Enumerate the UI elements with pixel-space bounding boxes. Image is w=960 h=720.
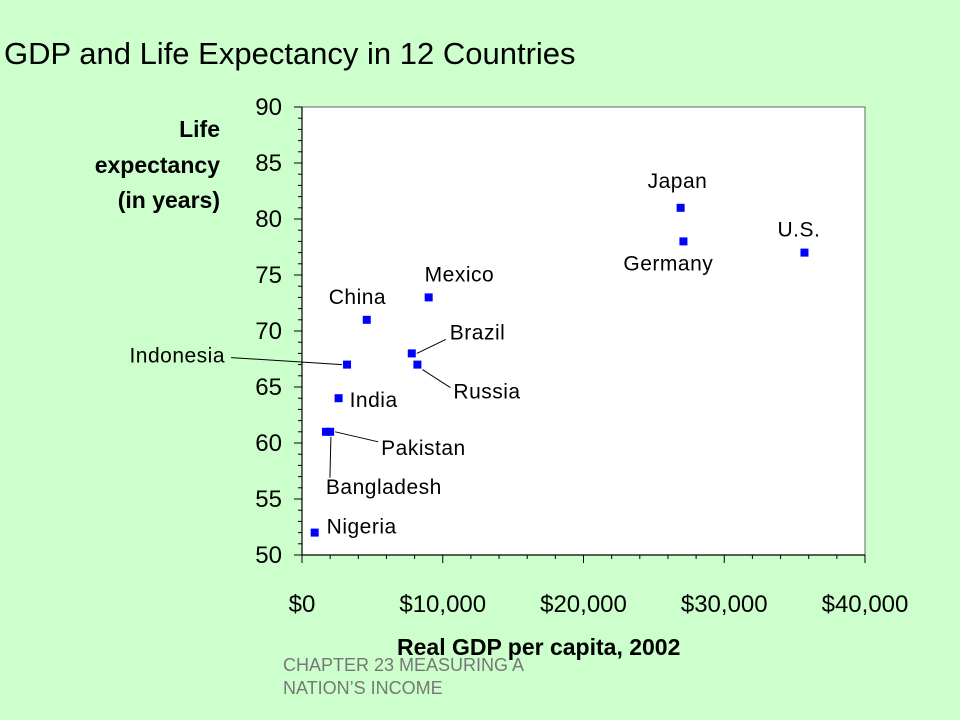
leader-line-indonesia [231, 357, 343, 366]
point-label-nigeria: Nigeria [327, 516, 397, 539]
point-brazil [407, 349, 416, 358]
y-axis-title-line: Life [179, 116, 220, 142]
point-nigeria [310, 528, 319, 537]
point-china [362, 315, 371, 324]
slide-footer: CHAPTER 23 MEASURING A NATION’S INCOME [283, 654, 524, 701]
point-japan [676, 203, 685, 212]
point-india [334, 394, 343, 403]
x-tick-label: $30,000 [681, 591, 768, 618]
leader-line-russia [422, 369, 451, 389]
x-tick-label: $0 [289, 591, 316, 618]
point-label-india: India [350, 389, 398, 412]
y-tick-label: 65 [255, 374, 282, 401]
y-axis-title: Life expectancy (in years) [95, 112, 220, 219]
point-label-mexico: Mexico [425, 263, 495, 286]
point-label-u-s: U.S. [777, 219, 820, 242]
leader-line-brazil [416, 338, 447, 354]
point-label-brazil: Brazil [450, 321, 506, 344]
y-tick-label: 80 [255, 206, 282, 233]
leader-line-pakistan [335, 431, 379, 443]
point-indonesia [343, 360, 352, 369]
y-tick-label: 75 [255, 262, 282, 289]
y-tick-label: 90 [255, 94, 282, 121]
y-axis-title-line: (in years) [117, 187, 220, 214]
point-mexico [424, 293, 433, 302]
point-russia [413, 360, 422, 369]
point-label-indonesia: Indonesia [129, 345, 225, 368]
y-tick-label: 85 [255, 150, 282, 177]
point-label-china: China [329, 286, 386, 309]
footer-line: NATION’S INCOME [283, 678, 443, 699]
y-tick-label: 70 [255, 318, 282, 345]
y-tick-label: 55 [255, 486, 282, 513]
chart-title: GDP and Life Expectancy in 12 Countries [4, 36, 576, 71]
x-tick-label: $40,000 [822, 591, 909, 618]
leader-lines [231, 338, 451, 478]
point-label-pakistan: Pakistan [381, 437, 466, 460]
y-axis-title-line: expectancy [94, 151, 220, 178]
point-labels: Japan Germany U.S. Mexico China Brazil Russia I… [129, 170, 820, 539]
leader-line-bangladesh [329, 436, 332, 478]
point-label-germany: Germany [623, 252, 713, 275]
point-germany [679, 237, 688, 246]
plot-area [301, 106, 866, 556]
point-label-japan: Japan [648, 170, 708, 193]
point-bangladesh [321, 427, 330, 436]
point-label-russia: Russia [453, 381, 520, 404]
point-u-s [800, 248, 809, 257]
point-pakistan [326, 427, 335, 436]
data-points [310, 203, 809, 537]
axes: 50 55 60 65 70 75 80 85 90 $0 $10,000 $20,000 $30,00… [255, 94, 908, 618]
y-tick-label: 60 [255, 430, 282, 457]
y-tick-label: 50 [255, 542, 282, 569]
point-label-bangladesh: Bangladesh [326, 476, 442, 499]
x-tick-label: $10,000 [399, 591, 486, 618]
x-axis-title: Real GDP per capita, 2002 [397, 634, 681, 660]
x-tick-label: $20,000 [540, 591, 627, 618]
footer-line: CHAPTER 23 MEASURING A [283, 655, 525, 675]
